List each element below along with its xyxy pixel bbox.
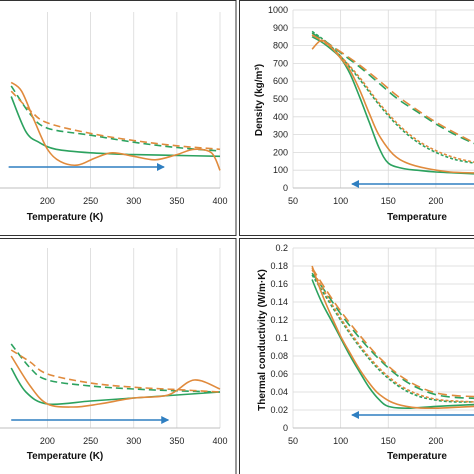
chart-bottom-right: 50100150200200.020.040.060.080.10.120.14… [257, 243, 474, 462]
y-tick-label: 700 [273, 58, 288, 68]
y-axis-title: Thermal conductivity (W/m·K) [257, 269, 268, 411]
series-line-green-solid [311, 36, 474, 175]
y-tick-label: 500 [273, 94, 288, 104]
series-line-orange-short-dash [311, 269, 474, 403]
y-tick-label: 600 [273, 76, 288, 86]
y-tick-label: 0.06 [270, 369, 288, 379]
chart-bottom-left: 200 250 300 350 400 Temperature (K) [0, 248, 228, 462]
series-line-green-long-dash [311, 272, 474, 400]
y-tick-label: 100 [273, 165, 288, 175]
series-line-orange-short-dash [311, 34, 474, 163]
y-tick-label: 200 [273, 147, 288, 157]
x-tick-label: 250 [83, 196, 98, 206]
y-tick-label: 0 [283, 423, 288, 433]
y-tick-label: 0.16 [270, 279, 288, 289]
y-tick-label: 0 [283, 183, 288, 193]
x-tick-label: 200 [40, 436, 55, 446]
y-tick-label: 800 [273, 41, 288, 51]
series-line-orange-solid [311, 39, 474, 174]
x-tick-label: 300 [126, 436, 141, 446]
y-axis-title: Density (kg/m³) [254, 64, 265, 136]
x-tick-label: 350 [169, 436, 184, 446]
x-axis-title: Temperature (K) [27, 212, 104, 223]
y-tick-label: 0.08 [270, 351, 288, 361]
panel-frame-bottom-right [239, 238, 474, 474]
x-tick-label: 150 [381, 196, 396, 206]
x-tick-label: 200 [428, 196, 443, 206]
y-tick-label: 0.12 [270, 315, 288, 325]
y-tick-label: 900 [273, 23, 288, 33]
y-tick-label: 0.02 [270, 405, 288, 415]
x-tick-label: 200 [428, 436, 443, 446]
series-line-green-solid [311, 279, 474, 409]
series-line-orange-solid [311, 265, 474, 410]
y-tick-label: 400 [273, 112, 288, 122]
chart-top-right: 5010015020020100200300400500600700800900… [254, 5, 474, 223]
y-tick-label: 0.04 [270, 387, 288, 397]
x-axis-title: Temperature [387, 451, 447, 462]
x-tick-label: 150 [381, 436, 396, 446]
y-tick-label: 0.1 [275, 333, 288, 343]
x-tick-label: 200 [40, 196, 55, 206]
series-line-green-dashed [10, 85, 221, 152]
y-tick-label: 1000 [268, 5, 288, 15]
x-axis-title: Temperature (K) [27, 451, 104, 462]
series-line-orange-solid [10, 81, 221, 171]
series-line-orange-long-dash [311, 267, 474, 398]
series-line-orange-dashed [10, 90, 221, 151]
x-tick-label: 50 [288, 196, 298, 206]
panel-frame-bottom-left [0, 238, 237, 474]
series-line-green-short-dash [311, 30, 474, 164]
x-tick-label: 100 [333, 436, 348, 446]
x-tick-label: 300 [126, 196, 141, 206]
x-axis-title: Temperature [387, 212, 447, 223]
x-tick-label: 100 [333, 196, 348, 206]
series-line-orange-dashed [10, 349, 221, 393]
series-line-green-dashed [10, 343, 221, 393]
series-line-orange-solid [10, 355, 221, 408]
series-line-green-short-dash [311, 274, 474, 403]
panel-frame-top-right [239, 0, 474, 236]
panel-frame-top-left [0, 0, 237, 236]
x-tick-label: 400 [212, 436, 227, 446]
x-tick-label: 250 [83, 436, 98, 446]
series-line-green-solid [10, 367, 221, 406]
y-tick-label: 300 [273, 130, 288, 140]
y-tick-label: 0.18 [270, 261, 288, 271]
x-tick-label: 50 [288, 436, 298, 446]
chart-top-left: 200 250 300 350 400 Temperature (K) [0, 12, 228, 223]
series-line-orange-long-dash [311, 34, 474, 144]
y-tick-label: 0.2 [275, 243, 288, 253]
x-tick-label: 400 [212, 196, 227, 206]
x-tick-label: 350 [169, 196, 184, 206]
y-tick-label: 0.14 [270, 297, 288, 307]
